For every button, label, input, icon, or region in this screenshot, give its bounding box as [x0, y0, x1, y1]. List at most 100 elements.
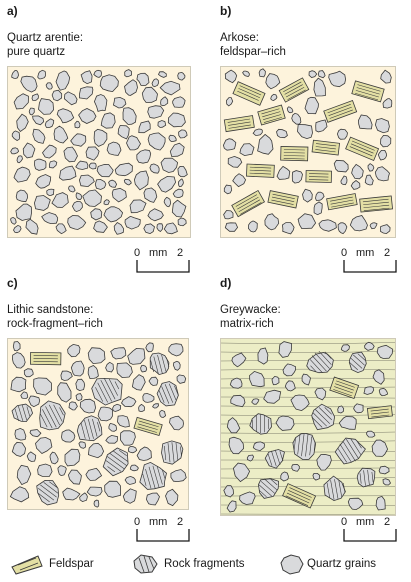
scale-start: 0	[134, 247, 141, 259]
quartz-grain	[75, 378, 86, 392]
rock-fragment-grain	[334, 437, 366, 465]
quartz-grain	[10, 376, 27, 393]
arkose-section	[220, 66, 396, 238]
rock-fragment-grain	[91, 377, 123, 406]
quartz-grain	[224, 69, 238, 84]
quartz-grain	[105, 434, 119, 444]
quartz-grain	[168, 134, 177, 143]
quartz-grain	[63, 146, 78, 163]
quartz-grain	[148, 376, 159, 386]
quartz-grain	[70, 360, 85, 377]
quartz-grain	[51, 192, 69, 208]
quartz-grain	[61, 429, 76, 443]
quartz-grain	[127, 347, 146, 365]
quartz-grain	[160, 96, 169, 107]
quartz-grain	[55, 70, 71, 91]
quartz-grain	[82, 189, 102, 207]
quartz-grain	[157, 175, 177, 193]
quartz-grain	[106, 141, 122, 156]
feldspar-grain	[232, 81, 266, 106]
quartz-grain	[340, 344, 350, 352]
quartz-grain	[67, 215, 87, 230]
quartz-grain	[160, 157, 179, 173]
scale-unit: mm	[356, 247, 375, 259]
quartz-grain	[382, 478, 391, 486]
quartz-grain	[34, 158, 47, 171]
quartz-grain	[227, 155, 243, 168]
legend-quartz-grains: Quartz grains	[278, 553, 408, 575]
quartz-grain	[374, 118, 390, 134]
quartz-grain	[33, 377, 52, 396]
quartz-grain	[313, 201, 323, 216]
quartz-grain	[11, 352, 26, 369]
feldspar-grain	[133, 416, 163, 436]
rock-fragment-grain	[356, 467, 376, 488]
quartz-grain	[85, 467, 103, 481]
quartz-grain	[85, 146, 100, 161]
quartz-grain	[374, 166, 390, 182]
quartz-grain	[223, 210, 234, 220]
legend-feldspar: Feldspar	[9, 553, 129, 575]
quartz-grain	[87, 365, 99, 380]
quartz-grain	[291, 170, 303, 184]
quartz-grain	[229, 377, 243, 389]
quartz-grain	[313, 77, 326, 97]
quartz-grain	[13, 224, 22, 234]
feldspar-grain	[305, 170, 332, 183]
quartz-grain	[152, 403, 159, 409]
quartz-grain	[138, 120, 151, 134]
quartz-grain	[171, 199, 187, 218]
quartz-grain	[108, 179, 118, 188]
feldspar-grain	[311, 139, 341, 156]
quartz-grain	[44, 118, 55, 128]
quartz-grain	[136, 72, 150, 86]
quartz-grain	[316, 453, 332, 471]
quartz-grain	[15, 189, 29, 203]
feldspar-grain	[323, 99, 358, 123]
quartz-grain	[133, 170, 149, 191]
quartz-grain	[90, 208, 103, 221]
quartz-grain	[116, 362, 133, 379]
quartz-grain	[12, 341, 21, 352]
quartz-grain	[282, 363, 297, 377]
quartz-grain	[97, 406, 113, 422]
rock-fragment-grain	[149, 352, 170, 376]
rock-fragment-icon	[133, 554, 158, 574]
quartz-grain	[382, 98, 393, 109]
scale-start: 0	[134, 516, 141, 528]
quartz-grain	[35, 174, 52, 189]
panel-letter: d)	[220, 276, 232, 290]
quartz-grain	[158, 71, 167, 78]
rock-fragment-grain	[264, 449, 285, 469]
quartz-grain	[226, 500, 237, 513]
quartz-grain	[165, 488, 179, 507]
quartz-grain	[99, 74, 119, 93]
quartz-grain	[37, 463, 53, 477]
feldspar-grain	[326, 193, 358, 211]
quartz-grain	[32, 115, 45, 126]
quartz-grain	[64, 448, 81, 467]
quartz-grain	[366, 430, 376, 438]
quartz-grain	[367, 163, 375, 172]
quartz-grain	[177, 217, 187, 227]
quartz-grain	[231, 352, 247, 368]
quartz-grain	[168, 343, 184, 357]
quartz-grain	[163, 222, 178, 235]
quartz-grain	[169, 142, 185, 157]
quartz-grain	[372, 369, 385, 385]
quartz-grain	[141, 86, 158, 103]
quartz-grain	[22, 142, 36, 159]
legend-rock-fragments: Rock fragments	[130, 553, 280, 575]
quartz-grain	[13, 93, 29, 110]
feldspar-grain	[359, 195, 393, 213]
quartz-grain	[70, 133, 87, 147]
panel-subtitle: rock-fragment–rich	[7, 318, 103, 330]
quartz-grain	[159, 80, 181, 96]
quartz-grain	[78, 441, 87, 449]
quartz-grain	[147, 132, 166, 151]
quartz-grain	[35, 437, 53, 454]
quartz-grain	[377, 150, 388, 161]
quartz-grain	[376, 344, 394, 359]
rock-fragment-grain	[11, 403, 34, 423]
quartz-grain	[93, 128, 108, 147]
